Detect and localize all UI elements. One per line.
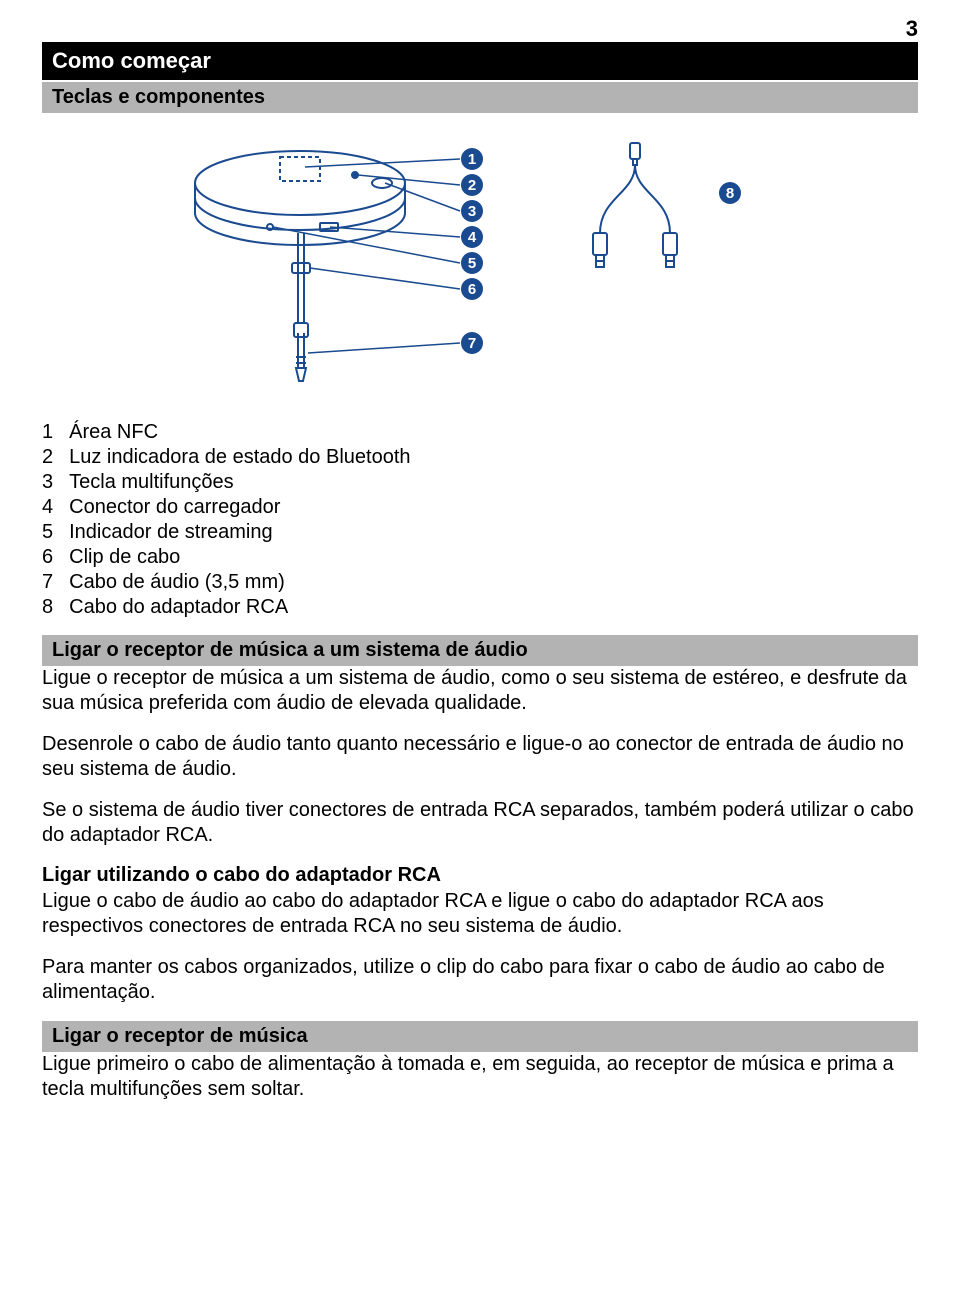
- list-item: 4Conector do carregador: [42, 496, 411, 521]
- list-item: 1Área NFC: [42, 421, 411, 446]
- part-label: Indicador de streaming: [69, 521, 410, 546]
- list-item: 5Indicador de streaming: [42, 521, 411, 546]
- svg-text:4: 4: [468, 229, 477, 246]
- svg-text:5: 5: [468, 255, 476, 272]
- list-item: 6Clip de cabo: [42, 546, 411, 571]
- list-item: 3Tecla multifunções: [42, 471, 411, 496]
- part-num: 5: [42, 521, 69, 546]
- part-num: 2: [42, 446, 69, 471]
- paragraph: Ligue o cabo de áudio ao cabo do adaptad…: [42, 889, 918, 939]
- paragraph: Ligue o receptor de música a um sistema …: [42, 666, 918, 716]
- part-label: Cabo de áudio (3,5 mm): [69, 571, 410, 596]
- svg-text:6: 6: [468, 281, 476, 298]
- parts-diagram-svg: 1 2 3 4 5 6 7 8: [170, 123, 790, 403]
- paragraph: Ligue primeiro o cabo de alimentação à t…: [42, 1052, 918, 1102]
- heading-main: Como começar: [42, 42, 918, 80]
- part-num: 1: [42, 421, 69, 446]
- part-num: 3: [42, 471, 69, 496]
- part-label: Tecla multifunções: [69, 471, 410, 496]
- page-number: 3: [906, 16, 918, 42]
- part-num: 8: [42, 596, 69, 621]
- paragraph: Para manter os cabos organizados, utiliz…: [42, 955, 918, 1005]
- part-num: 7: [42, 571, 69, 596]
- part-label: Área NFC: [69, 421, 410, 446]
- svg-text:7: 7: [468, 335, 476, 352]
- svg-text:2: 2: [468, 177, 476, 194]
- part-label: Cabo do adaptador RCA: [69, 596, 410, 621]
- part-num: 4: [42, 496, 69, 521]
- parts-list: 1Área NFC 2Luz indicadora de estado do B…: [42, 421, 411, 621]
- svg-text:1: 1: [468, 151, 476, 168]
- list-item: 8Cabo do adaptador RCA: [42, 596, 411, 621]
- list-item: 2Luz indicadora de estado do Bluetooth: [42, 446, 411, 471]
- svg-text:3: 3: [468, 203, 476, 220]
- list-item: 7Cabo de áudio (3,5 mm): [42, 571, 411, 596]
- part-label: Luz indicadora de estado do Bluetooth: [69, 446, 410, 471]
- part-label: Conector do carregador: [69, 496, 410, 521]
- diagram-parts: 1 2 3 4 5 6 7 8: [42, 123, 918, 403]
- paragraph: Se o sistema de áudio tiver conectores d…: [42, 798, 918, 848]
- heading-section-keys: Teclas e componentes: [42, 82, 918, 113]
- heading-rca: Ligar utilizando o cabo do adaptador RCA: [42, 864, 918, 887]
- part-label: Clip de cabo: [69, 546, 410, 571]
- heading-section-connect-audio: Ligar o receptor de música a um sistema …: [42, 635, 918, 666]
- paragraph: Desenrole o cabo de áudio tanto quanto n…: [42, 732, 918, 782]
- heading-section-power: Ligar o receptor de música: [42, 1021, 918, 1052]
- svg-text:8: 8: [726, 185, 734, 202]
- part-num: 6: [42, 546, 69, 571]
